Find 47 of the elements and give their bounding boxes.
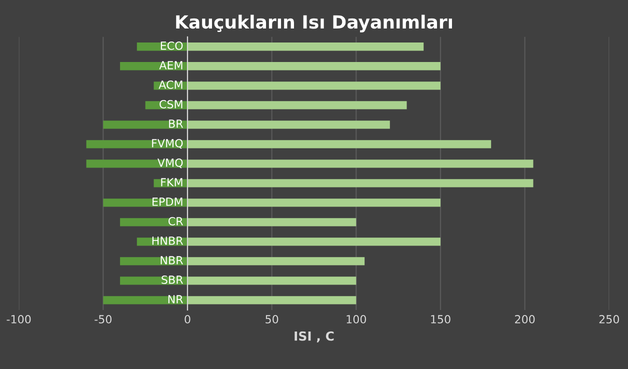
y-tick-label: AEM [159,61,182,70]
y-tick-label: SBR [162,276,184,284]
y-tick-label: EPDM [152,198,182,206]
x-tick-label: 250 [599,315,620,324]
bar [188,296,356,304]
x-tick-label: 0 [184,315,190,324]
y-tick-label: ECO [160,41,183,50]
bar [103,296,188,304]
bar [120,218,188,226]
bar [188,276,356,285]
bar [103,120,188,129]
x-tick-label: 150 [431,315,450,324]
y-tick-label: BR [169,120,184,128]
y-tick-label: HNBR [152,236,184,245]
x-tick-label: 50 [266,315,278,324]
bar [120,276,188,285]
bar [188,120,390,129]
bar [86,140,188,148]
bar [188,198,440,207]
y-tick-label: FVMQ [152,138,183,149]
bar [120,257,188,266]
y-tick-label: CR [168,217,184,226]
y-tick-label: VMQ [157,158,183,168]
y-tick-label: FKM [161,178,182,186]
y-tick-label: NBR [160,256,184,264]
chart-title: Kauçukların Isı Dayanımları [176,14,452,32]
bar [188,140,492,148]
x-tick-label: 100 [346,315,366,324]
bar [188,179,534,188]
bar [188,160,534,168]
bar [188,218,356,226]
bar [188,257,365,266]
y-tick-label: ACM [158,80,182,89]
bar [188,42,424,51]
bar [188,238,440,246]
bar [120,62,188,70]
y-tick-label: NR [168,295,184,304]
bar [188,101,407,110]
x-tick-label: 200 [515,315,535,324]
x-tick-label: -100 [6,315,31,324]
bar [86,160,188,168]
x-tick-label: -50 [94,315,112,324]
x-axis-title: ISI , C [294,331,334,342]
bar [188,62,440,70]
y-tick-label: CSM [160,100,182,108]
bar [103,198,188,207]
bar [188,82,440,90]
